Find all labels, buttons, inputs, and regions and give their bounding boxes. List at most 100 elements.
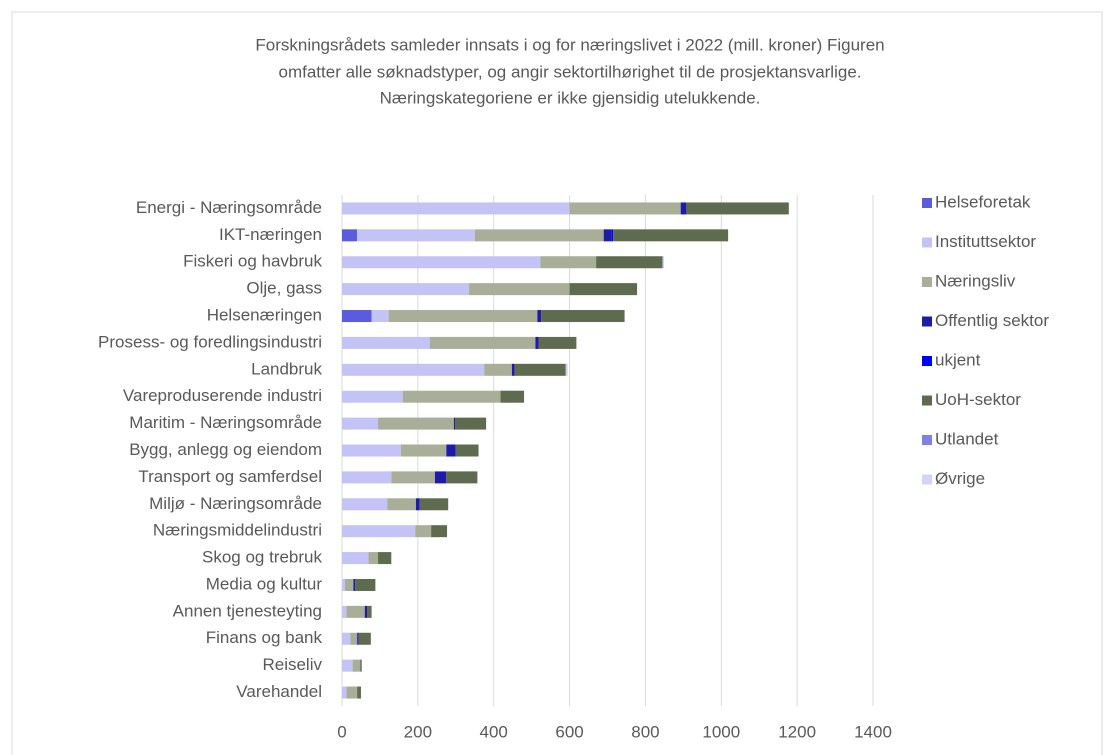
bar-segment: [537, 310, 542, 323]
bar-segment: [686, 202, 789, 215]
y-tick-label: Finans og bank: [206, 628, 323, 647]
bar-segment: [511, 363, 515, 376]
x-tick-label: 400: [480, 722, 508, 741]
bar-segment: [415, 498, 420, 511]
bar-segment: [342, 498, 388, 511]
bar-segment: [342, 283, 470, 296]
bar-segment: [342, 659, 353, 672]
legend-label: Utlandet: [935, 429, 999, 448]
bar-segment: [391, 471, 435, 484]
bar-segment: [342, 363, 485, 376]
y-tick-label: IKT-næringen: [219, 225, 322, 244]
x-tick-label: 1200: [778, 722, 816, 741]
bar-segment: [514, 363, 566, 376]
bar-segment: [611, 229, 614, 242]
y-tick-label: Maritim - Næringsområde: [129, 413, 322, 432]
bar-segment: [446, 471, 478, 484]
bar-segment: [419, 498, 449, 511]
bar-segment: [538, 336, 577, 349]
legend-label: Øvrige: [935, 469, 985, 488]
legend-label: Helseforetak: [935, 192, 1031, 211]
bar-segment: [342, 471, 392, 484]
y-tick-label: Landbruk: [251, 359, 322, 378]
bar-segment: [455, 417, 487, 430]
bar-segment: [342, 310, 372, 323]
bar-segment: [662, 256, 665, 269]
bar-segment: [400, 444, 447, 457]
x-tick-label: 200: [404, 722, 432, 741]
bar-segment: [431, 525, 448, 538]
bar-segment: [434, 471, 447, 484]
bar-segment: [357, 229, 475, 242]
bar-segment: [500, 390, 525, 403]
bar-segment: [603, 229, 612, 242]
y-tick-label: Olje, gass: [246, 279, 322, 298]
legend-label: Næringsliv: [935, 271, 1016, 290]
legend-swatch: [922, 435, 932, 445]
bar-segment: [353, 578, 356, 591]
bar-segment: [415, 525, 432, 538]
legend-swatch: [922, 237, 932, 248]
bar-segment: [342, 256, 541, 269]
bar-segment: [596, 256, 663, 269]
legend-swatch: [922, 395, 932, 406]
bar-segment: [358, 632, 371, 645]
chart-title: Forskningsrådets samleder innsats i og f…: [255, 35, 884, 54]
bar-segment: [387, 498, 416, 511]
y-tick-label: Miljø - Næringsområde: [149, 494, 322, 513]
y-tick-label: Næringsmiddelindustri: [153, 521, 322, 540]
bar-segment: [342, 605, 347, 618]
bar-segment: [388, 310, 538, 323]
bar-segment: [535, 336, 539, 349]
y-tick-label: Transport og samferdsel: [138, 467, 322, 486]
legend-label: Offentlig sektor: [935, 311, 1049, 330]
x-tick-label: 600: [555, 722, 583, 741]
bar-segment: [360, 659, 362, 672]
bar-segment: [357, 632, 359, 645]
bar-segment: [446, 444, 456, 457]
bar-segment: [680, 202, 687, 215]
y-tick-label: Energi - Næringsområde: [136, 198, 322, 217]
x-tick-label: 1000: [702, 722, 740, 741]
legend-swatch: [922, 277, 932, 287]
legend-label: Instituttsektor: [935, 232, 1036, 251]
bar-segment: [342, 578, 346, 591]
bar-segment: [355, 578, 376, 591]
bar-segment: [342, 336, 430, 349]
chart-title: omfatter alle søknadstyper, og angir sek…: [279, 62, 862, 81]
y-tick-label: Varehandel: [236, 682, 322, 701]
bar-segment: [342, 202, 570, 215]
bar-segment: [357, 686, 361, 699]
bar-segment: [350, 632, 358, 645]
bar-segment: [342, 552, 369, 565]
bar-segment: [569, 283, 638, 296]
y-tick-label: Helsenæringen: [207, 306, 322, 325]
bar-segment: [429, 336, 536, 349]
bar-segment: [469, 283, 570, 296]
y-tick-label: Skog og trebruk: [202, 548, 323, 567]
bar-segment: [342, 229, 358, 242]
y-tick-label: Fiskeri og havbruk: [183, 252, 322, 271]
legend-swatch: [922, 316, 932, 327]
bar-segment: [364, 605, 368, 618]
bar-segment: [565, 363, 568, 376]
legend-swatch: [922, 198, 932, 208]
legend-label: ukjent: [935, 350, 981, 369]
bar-segment: [342, 390, 403, 403]
y-tick-label: Vareproduserende industri: [123, 386, 322, 405]
bar-segment: [569, 202, 681, 215]
bar-segment: [371, 310, 389, 323]
bar-segment: [402, 390, 501, 403]
legend-swatch: [922, 356, 932, 366]
bar-segment: [541, 310, 625, 323]
bar-segment: [453, 417, 456, 430]
bar-segment: [342, 686, 347, 699]
bar-segment: [342, 417, 379, 430]
bar-segment: [346, 686, 358, 699]
bar-segment: [540, 256, 597, 269]
y-tick-label: Media og kultur: [206, 574, 323, 593]
bar-segment: [342, 525, 416, 538]
x-tick-label: 800: [631, 722, 659, 741]
bar-segment: [455, 444, 479, 457]
